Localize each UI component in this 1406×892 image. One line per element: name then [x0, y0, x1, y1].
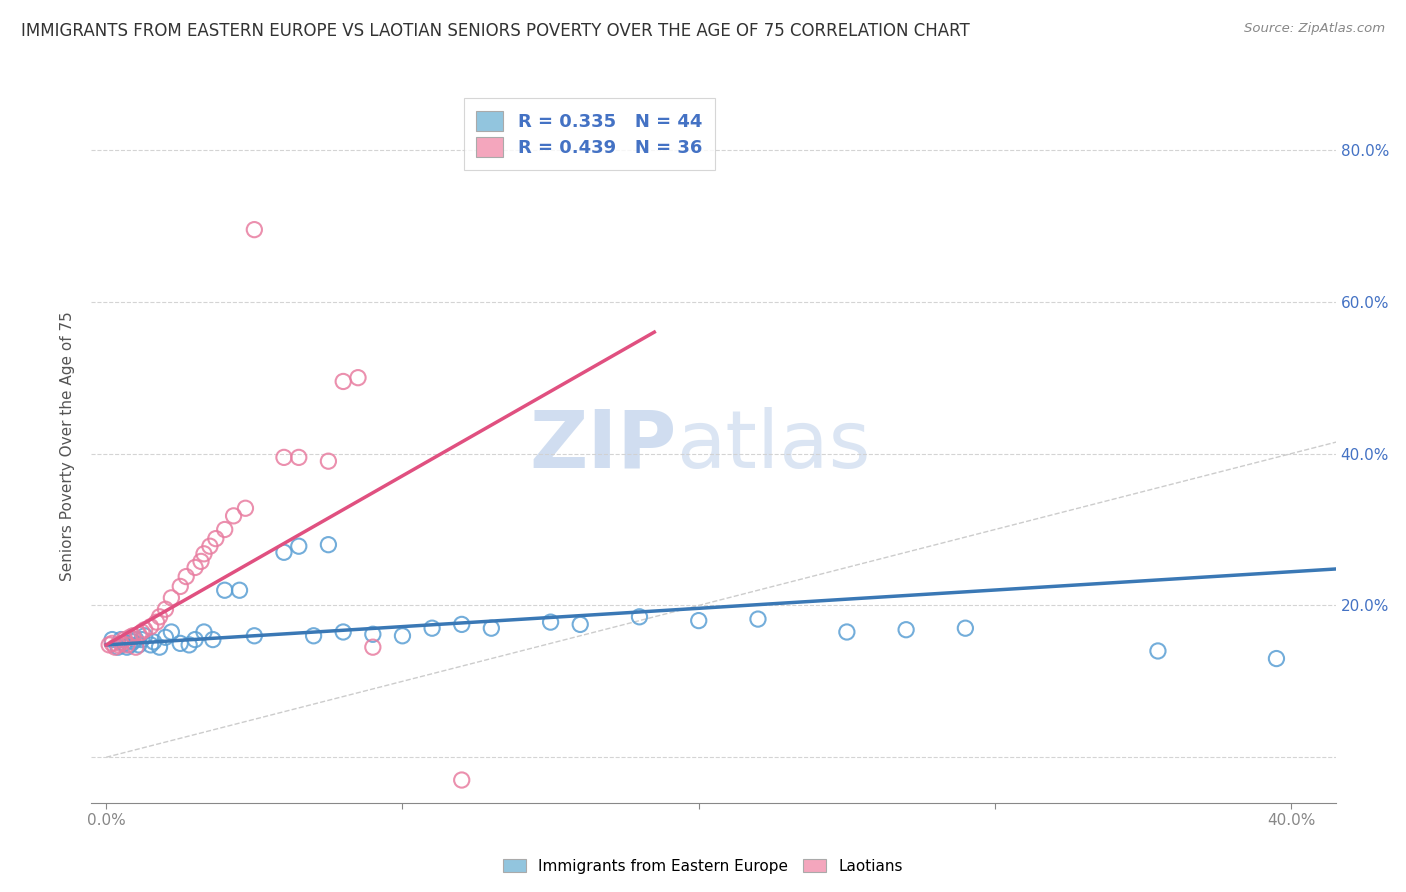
- Point: [142, 635, 165, 649]
- Point: [125, 640, 148, 655]
- Point: [332, 375, 354, 389]
- Point: [628, 609, 651, 624]
- Point: [128, 638, 150, 652]
- Point: [193, 547, 215, 561]
- Point: [121, 629, 145, 643]
- Point: [112, 632, 135, 647]
- Point: [155, 602, 177, 616]
- Point: [125, 632, 148, 647]
- Text: ZIP: ZIP: [529, 407, 676, 485]
- Point: [287, 539, 309, 553]
- Point: [318, 538, 340, 552]
- Point: [184, 560, 207, 574]
- Point: [160, 625, 183, 640]
- Point: [131, 632, 153, 647]
- Text: IMMIGRANTS FROM EASTERN EUROPE VS LAOTIAN SENIORS POVERTY OVER THE AGE OF 75 COR: IMMIGRANTS FROM EASTERN EUROPE VS LAOTIA…: [21, 22, 970, 40]
- Point: [332, 625, 354, 640]
- Point: [174, 569, 197, 583]
- Point: [302, 629, 325, 643]
- Point: [131, 625, 153, 640]
- Point: [1147, 644, 1170, 658]
- Point: [450, 772, 472, 787]
- Point: [222, 508, 245, 523]
- Point: [835, 625, 858, 640]
- Point: [107, 640, 129, 655]
- Point: [160, 591, 183, 605]
- Point: [110, 636, 132, 650]
- Point: [101, 636, 124, 650]
- Point: [287, 450, 309, 465]
- Y-axis label: Seniors Poverty Over the Age of 75: Seniors Poverty Over the Age of 75: [60, 311, 76, 581]
- Point: [110, 632, 132, 647]
- Point: [273, 450, 295, 465]
- Point: [118, 630, 141, 644]
- Point: [747, 612, 769, 626]
- Point: [98, 638, 121, 652]
- Point: [148, 640, 170, 655]
- Point: [1265, 651, 1288, 665]
- Point: [228, 583, 250, 598]
- Point: [101, 632, 124, 647]
- Point: [115, 640, 138, 655]
- Point: [184, 632, 207, 647]
- Point: [540, 615, 562, 629]
- Point: [134, 629, 156, 643]
- Point: [134, 623, 156, 637]
- Point: [894, 623, 917, 637]
- Point: [198, 539, 221, 553]
- Point: [569, 617, 592, 632]
- Point: [155, 630, 177, 644]
- Point: [450, 617, 472, 632]
- Point: [214, 583, 236, 598]
- Point: [145, 615, 167, 629]
- Point: [273, 545, 295, 559]
- Point: [214, 523, 236, 537]
- Point: [115, 638, 138, 652]
- Legend: R = 0.335   N = 44, R = 0.439   N = 36: R = 0.335 N = 44, R = 0.439 N = 36: [464, 98, 714, 169]
- Point: [148, 609, 170, 624]
- Point: [243, 222, 266, 236]
- Point: [139, 620, 162, 634]
- Legend: Immigrants from Eastern Europe, Laotians: Immigrants from Eastern Europe, Laotians: [496, 853, 910, 880]
- Point: [243, 629, 266, 643]
- Point: [169, 636, 191, 650]
- Point: [420, 621, 443, 635]
- Text: Source: ZipAtlas.com: Source: ZipAtlas.com: [1244, 22, 1385, 36]
- Point: [205, 532, 228, 546]
- Point: [193, 625, 215, 640]
- Point: [121, 635, 145, 649]
- Point: [391, 629, 413, 643]
- Point: [139, 638, 162, 652]
- Point: [169, 579, 191, 593]
- Text: atlas: atlas: [676, 407, 870, 485]
- Point: [955, 621, 977, 635]
- Point: [361, 640, 384, 655]
- Point: [128, 627, 150, 641]
- Point: [107, 638, 129, 652]
- Point: [104, 640, 127, 655]
- Point: [347, 370, 370, 384]
- Point: [190, 554, 212, 568]
- Point: [688, 614, 710, 628]
- Point: [318, 454, 340, 468]
- Point: [118, 638, 141, 652]
- Point: [235, 501, 257, 516]
- Point: [361, 627, 384, 641]
- Point: [201, 632, 224, 647]
- Point: [479, 621, 502, 635]
- Point: [112, 636, 135, 650]
- Point: [179, 638, 201, 652]
